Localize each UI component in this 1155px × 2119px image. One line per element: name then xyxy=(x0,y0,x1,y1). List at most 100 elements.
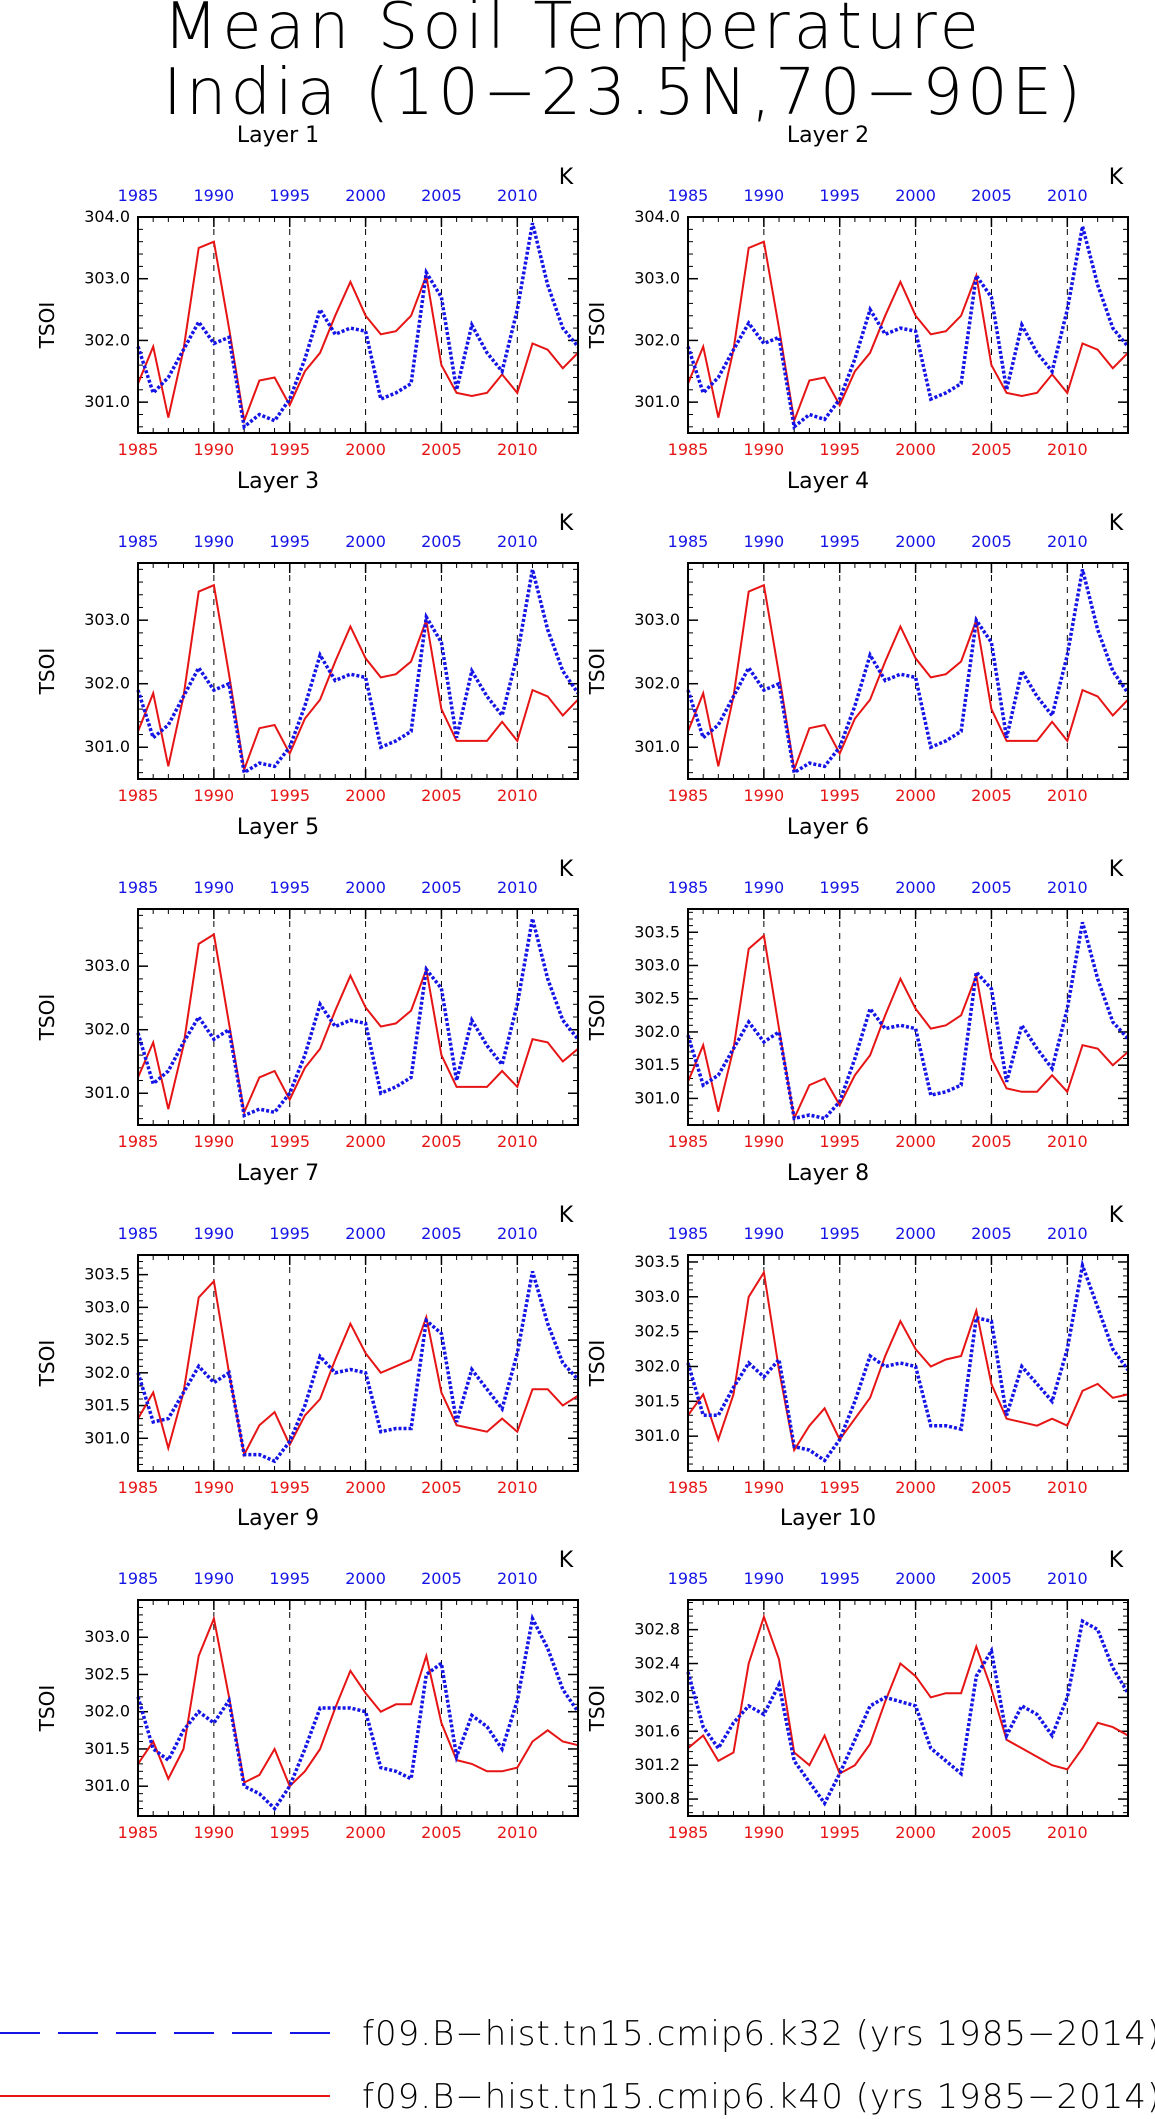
x-tick-label-bottom: 1985 xyxy=(668,1823,709,1842)
x-tick-label-bottom: 2010 xyxy=(497,1478,538,1497)
y-tick-label: 302.0 xyxy=(84,1020,130,1039)
y-tick-label: 301.2 xyxy=(634,1755,680,1774)
y-tick-label: 302.0 xyxy=(84,1363,130,1382)
panel-title: Layer 4 xyxy=(787,469,869,494)
panel-layer-6: Layer 6 K TSOI 1985 1985 1990 1990 1995 1995 2000… xyxy=(585,815,1130,1151)
x-tick-label-top: 2010 xyxy=(497,878,538,897)
y-tick-label: 301.0 xyxy=(634,392,680,411)
x-tick-label-bottom: 1995 xyxy=(819,440,860,459)
y-tick-label: 301.0 xyxy=(84,1776,130,1795)
series-line-k40 xyxy=(137,932,579,1116)
x-tick-label-top: 2000 xyxy=(895,186,936,205)
y-tick-label: 301.0 xyxy=(84,1428,130,1447)
x-tick-label-bottom: 1995 xyxy=(819,1823,860,1842)
y-tick-label: 302.0 xyxy=(634,1687,680,1706)
x-tick-label-top: 2000 xyxy=(895,878,936,897)
x-tick-label-bottom: 1995 xyxy=(819,1132,860,1151)
x-tick-label-top: 1995 xyxy=(269,1224,310,1243)
units-label: K xyxy=(1109,857,1124,882)
x-tick-label-top: 1990 xyxy=(194,1569,235,1588)
x-tick-label-top: 2005 xyxy=(421,186,462,205)
figure-title-line-1: Mean Soil Temperature xyxy=(163,0,983,64)
x-tick-label-top: 2010 xyxy=(1047,878,1088,897)
x-tick-label-bottom: 1985 xyxy=(668,440,709,459)
x-tick-label-top: 2000 xyxy=(895,532,936,551)
y-tick-label: 302.5 xyxy=(84,1664,130,1683)
y-tick-label: 301.0 xyxy=(84,737,130,756)
x-tick-label-bottom: 1990 xyxy=(744,440,785,459)
y-tick-label: 300.8 xyxy=(634,1789,680,1808)
figure-title-line-2: India (10−23.5N,70−90E) xyxy=(163,56,1085,130)
panel-layer-2: Layer 2 K TSOI 1985 1985 1990 1990 1995 1995 2000… xyxy=(585,123,1130,459)
x-tick-label-top: 1990 xyxy=(194,532,235,551)
x-tick-label-bottom: 2000 xyxy=(895,1823,936,1842)
y-tick-label: 302.0 xyxy=(634,1356,680,1375)
plot-frame xyxy=(137,562,579,780)
plot-frame xyxy=(137,216,579,434)
x-tick-label-top: 1995 xyxy=(269,186,310,205)
x-tick-label-bottom: 1995 xyxy=(269,1478,310,1497)
y-tick-label: 302.5 xyxy=(634,989,680,1008)
y-tick-label: 303.5 xyxy=(634,922,680,941)
panel-layer-8: Layer 8 K TSOI 1985 1985 1990 1990 1995 1995 2000… xyxy=(585,1161,1130,1497)
x-tick-label-bottom: 2010 xyxy=(1047,786,1088,805)
x-tick-label-top: 1995 xyxy=(819,878,860,897)
x-tick-label-bottom: 1985 xyxy=(668,786,709,805)
x-tick-label-top: 2010 xyxy=(1047,532,1088,551)
panel-layer-10: Layer 10 K TSOI 1985 1985 1990 1990 1995 1995 200… xyxy=(585,1506,1130,1842)
x-tick-label-bottom: 1990 xyxy=(194,786,235,805)
x-tick-label-bottom: 2005 xyxy=(421,1823,462,1842)
y-tick-label: 303.5 xyxy=(84,1265,130,1284)
x-tick-label-top: 2000 xyxy=(345,532,386,551)
y-axis-label: TSOI xyxy=(35,1340,59,1388)
panel-title: Layer 9 xyxy=(237,1506,319,1531)
series-line-k40 xyxy=(137,1279,579,1458)
x-tick-label-top: 1990 xyxy=(744,186,785,205)
x-tick-label-top: 1985 xyxy=(668,1224,709,1243)
plot-frame xyxy=(137,1254,579,1472)
series-line-k32 xyxy=(136,1613,580,1812)
x-tick-label-top: 2010 xyxy=(1047,1224,1088,1243)
x-tick-label-top: 1990 xyxy=(744,878,785,897)
y-axis-label: TSOI xyxy=(35,648,59,696)
x-tick-label-bottom: 2005 xyxy=(421,440,462,459)
y-tick-label: 301.0 xyxy=(634,1088,680,1107)
y-tick-label: 304.0 xyxy=(634,207,680,226)
series-line-k40 xyxy=(687,1269,1129,1453)
units-label: K xyxy=(1109,511,1124,536)
y-tick-label: 303.0 xyxy=(634,955,680,974)
y-tick-label: 302.0 xyxy=(634,330,680,349)
units-label: K xyxy=(1109,165,1124,190)
x-tick-label-bottom: 2000 xyxy=(345,786,386,805)
units-label: K xyxy=(1109,1203,1124,1228)
x-tick-label-bottom: 2000 xyxy=(345,440,386,459)
series-line-k32 xyxy=(686,921,1130,1121)
units-label: K xyxy=(559,1548,574,1573)
x-tick-label-bottom: 2005 xyxy=(971,440,1012,459)
x-tick-label-bottom: 1995 xyxy=(269,1132,310,1151)
y-tick-label: 302.0 xyxy=(84,330,130,349)
x-tick-label-top: 2005 xyxy=(421,1224,462,1243)
x-tick-label-bottom: 1990 xyxy=(744,786,785,805)
x-tick-label-bottom: 1990 xyxy=(194,1478,235,1497)
x-tick-label-top: 2000 xyxy=(345,878,386,897)
x-tick-label-top: 1995 xyxy=(269,1569,310,1588)
series-line-k40 xyxy=(687,583,1129,774)
x-tick-label-bottom: 2000 xyxy=(895,1132,936,1151)
x-tick-label-bottom: 2010 xyxy=(1047,440,1088,459)
x-tick-label-bottom: 1985 xyxy=(118,1823,159,1842)
series-line-k40 xyxy=(137,1615,579,1788)
y-axis-label: TSOI xyxy=(585,994,609,1042)
x-tick-label-bottom: 1995 xyxy=(269,1823,310,1842)
y-axis-label: TSOI xyxy=(35,994,59,1042)
units-label: K xyxy=(559,857,574,882)
panel-layer-7: Layer 7 K TSOI 1985 1985 1990 1990 1995 1995 2000… xyxy=(35,1161,580,1497)
y-tick-label: 304.0 xyxy=(84,207,130,226)
plot-frame xyxy=(137,1599,579,1817)
x-tick-label-bottom: 2000 xyxy=(895,1478,936,1497)
x-tick-label-bottom: 1995 xyxy=(269,440,310,459)
x-tick-label-bottom: 2010 xyxy=(497,1132,538,1151)
y-tick-label: 303.0 xyxy=(84,1627,130,1646)
x-tick-label-top: 1990 xyxy=(744,1224,785,1243)
x-tick-label-top: 2005 xyxy=(421,878,462,897)
